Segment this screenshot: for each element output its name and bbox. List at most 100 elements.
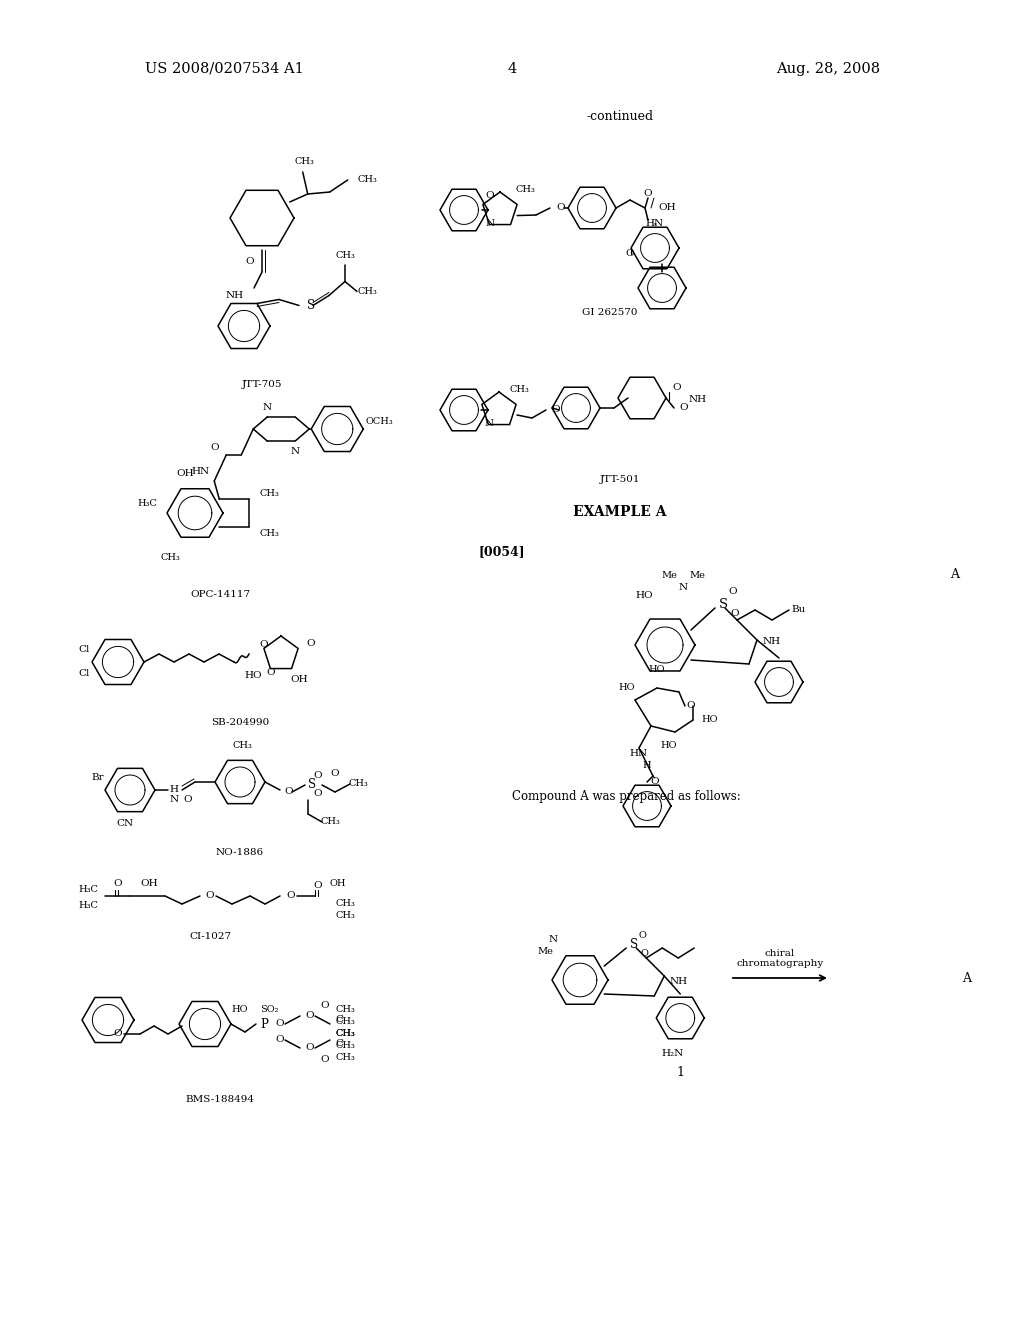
Text: O: O: [266, 668, 274, 677]
Text: HO: HO: [244, 672, 262, 681]
Text: CH₃: CH₃: [160, 553, 180, 562]
Text: O: O: [275, 1035, 284, 1044]
Text: HO: HO: [660, 742, 677, 751]
Text: Bu: Bu: [792, 606, 806, 615]
Text: CH₃: CH₃: [348, 780, 368, 788]
Text: [0054]: [0054]: [478, 545, 524, 558]
Text: CH₃: CH₃: [357, 176, 378, 185]
Text: Me: Me: [537, 948, 553, 957]
Text: Cl: Cl: [78, 645, 90, 655]
Text: O: O: [729, 587, 737, 597]
Text: H₂N: H₂N: [662, 1049, 683, 1059]
Text: EXAMPLE A: EXAMPLE A: [573, 506, 667, 519]
Text: -continued: -continued: [587, 110, 653, 123]
Text: O: O: [114, 1030, 122, 1039]
Text: SO₂: SO₂: [260, 1006, 279, 1015]
Text: N: N: [485, 219, 495, 228]
Text: SB-204990: SB-204990: [211, 718, 269, 727]
Text: S: S: [307, 300, 315, 312]
Text: HN: HN: [645, 219, 664, 228]
Text: O: O: [321, 1056, 330, 1064]
Text: GI 262570: GI 262570: [583, 308, 638, 317]
Text: O: O: [313, 771, 323, 780]
Text: NO-1886: NO-1886: [216, 847, 264, 857]
Text: O: O: [183, 796, 193, 804]
Text: N: N: [679, 582, 687, 591]
Text: CH₃: CH₃: [335, 1018, 355, 1027]
Text: HO: HO: [231, 1006, 248, 1015]
Text: H₃C: H₃C: [78, 900, 98, 909]
Text: N: N: [263, 403, 271, 412]
Text: OH: OH: [658, 203, 676, 213]
Text: HN: HN: [630, 748, 648, 758]
Text: OCH₃: OCH₃: [366, 417, 393, 425]
Text: N: N: [291, 446, 300, 455]
Text: JTT-501: JTT-501: [600, 475, 640, 484]
Text: O: O: [313, 789, 323, 799]
Text: O: O: [331, 770, 339, 779]
Text: O: O: [306, 639, 315, 648]
Text: HN: HN: [191, 466, 209, 475]
Text: US 2008/0207534 A1: US 2008/0207534 A1: [145, 62, 304, 77]
Text: JTT-705: JTT-705: [242, 380, 283, 389]
Text: P: P: [260, 1018, 268, 1031]
Text: N: N: [169, 796, 178, 804]
Text: CH₃: CH₃: [335, 1006, 355, 1015]
Text: O: O: [313, 882, 323, 891]
Text: Cl: Cl: [78, 669, 90, 678]
Text: C: C: [335, 1015, 343, 1024]
Text: Me: Me: [662, 570, 677, 579]
Text: CH₃: CH₃: [335, 912, 355, 920]
Text: O: O: [259, 640, 268, 649]
Text: chiral
chromatography: chiral chromatography: [736, 949, 823, 968]
Text: Compound A was prepared as follows:: Compound A was prepared as follows:: [512, 789, 740, 803]
Text: CI-1027: CI-1027: [189, 932, 231, 941]
Text: O: O: [286, 891, 295, 900]
Text: CH₃: CH₃: [321, 817, 340, 826]
Text: CH₃: CH₃: [335, 1030, 355, 1039]
Text: HO: HO: [618, 684, 635, 693]
Text: O: O: [679, 404, 688, 412]
Text: OPC-14117: OPC-14117: [189, 590, 250, 599]
Text: O: O: [321, 1002, 330, 1011]
Text: 4: 4: [507, 62, 517, 77]
Text: O: O: [672, 384, 681, 392]
Text: Aug. 28, 2008: Aug. 28, 2008: [776, 62, 880, 77]
Text: OH: OH: [290, 676, 308, 685]
Text: 1: 1: [676, 1067, 684, 1080]
Text: Br: Br: [92, 774, 104, 783]
Text: O: O: [650, 777, 659, 787]
Text: N: N: [549, 936, 557, 945]
Text: O: O: [485, 191, 495, 201]
Text: CH₃: CH₃: [259, 488, 280, 498]
Text: O: O: [275, 1019, 284, 1028]
Text: HO: HO: [649, 665, 666, 675]
Text: OH: OH: [140, 879, 158, 888]
Text: CH₃: CH₃: [232, 742, 252, 751]
Text: S: S: [719, 598, 728, 610]
Text: H: H: [643, 762, 651, 771]
Text: H: H: [170, 785, 178, 795]
Text: CN: CN: [117, 820, 133, 829]
Text: O: O: [284, 788, 293, 796]
Text: HO: HO: [635, 590, 653, 599]
Text: A: A: [950, 568, 959, 581]
Text: O: O: [626, 249, 634, 259]
Text: CH₃: CH₃: [335, 1053, 355, 1063]
Text: O: O: [556, 203, 564, 213]
Text: NH: NH: [226, 292, 244, 301]
Text: O: O: [640, 949, 648, 958]
Text: CH₃: CH₃: [335, 899, 355, 908]
Text: N: N: [484, 420, 494, 429]
Text: A: A: [955, 972, 972, 985]
Text: CH₃: CH₃: [357, 286, 377, 296]
Text: O: O: [638, 932, 646, 940]
Text: NH: NH: [763, 638, 781, 647]
Text: O: O: [687, 701, 695, 710]
Text: O: O: [644, 190, 652, 198]
Text: CH₃: CH₃: [259, 528, 280, 537]
Text: CH₃: CH₃: [335, 251, 355, 260]
Text: O: O: [114, 879, 122, 888]
Text: BMS-188494: BMS-188494: [185, 1096, 255, 1104]
Text: NH: NH: [689, 396, 708, 404]
